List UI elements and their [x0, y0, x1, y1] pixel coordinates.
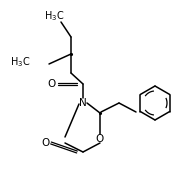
- Text: $\mathregular{H_3C}$: $\mathregular{H_3C}$: [10, 55, 30, 69]
- Text: O: O: [96, 134, 104, 144]
- Text: O: O: [42, 138, 50, 148]
- Text: O: O: [48, 79, 56, 89]
- Text: N: N: [79, 98, 87, 108]
- Text: $\mathregular{H_3C}$: $\mathregular{H_3C}$: [44, 9, 64, 23]
